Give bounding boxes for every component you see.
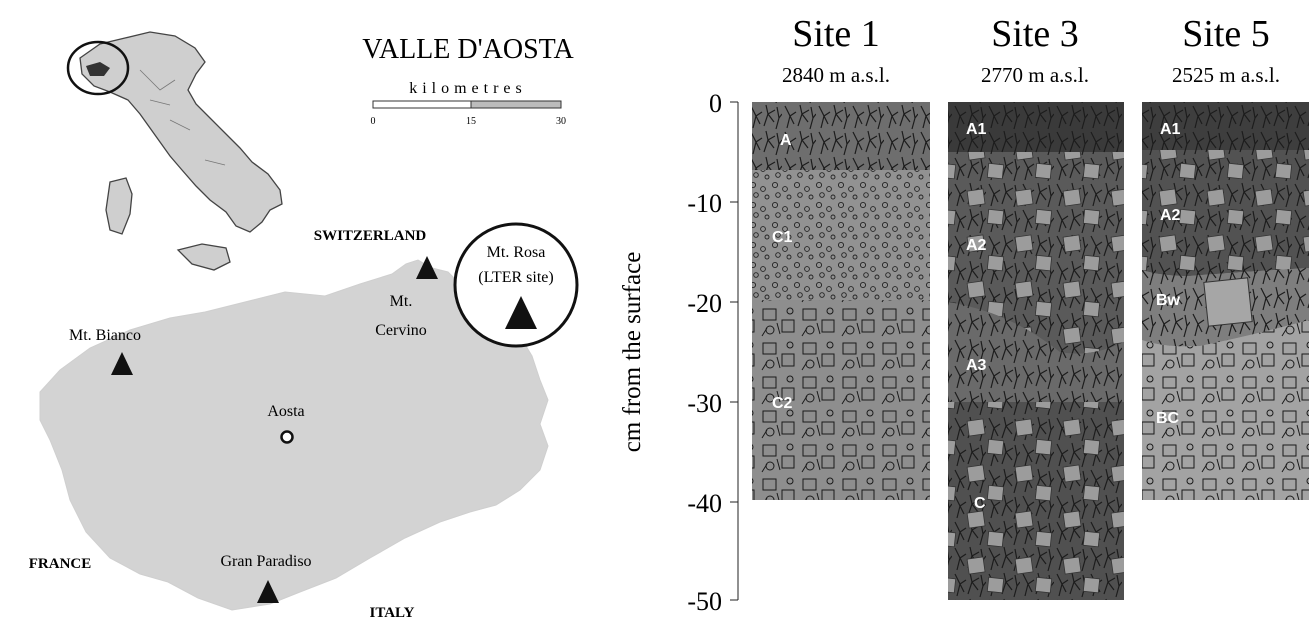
label-aosta: Aosta [267, 403, 304, 420]
label-italy: ITALY [369, 605, 414, 621]
sicily-outline [176, 243, 231, 271]
y-tick-0: 0 [709, 89, 722, 118]
site-3-label-a3: A3 [966, 357, 987, 374]
site-1-title: Site 1 [792, 13, 880, 55]
site-3-title: Site 3 [991, 13, 1079, 55]
y-tick-minus-20: -20 [687, 289, 722, 318]
site-1-label-c2: C2 [772, 395, 793, 412]
mountain-rosa-icon [505, 296, 537, 329]
valle-daosta-region [39, 259, 549, 611]
soil-profiles-panel: cm from the surface 0 -10 -20 -30 -40 -5… [619, 13, 1309, 616]
y-axis-label: cm from the surface [619, 252, 646, 453]
map-title: VALLE D'AOSTA [362, 34, 574, 65]
site-1-label-c1: C1 [772, 229, 793, 246]
site-3-label-a2: A2 [966, 237, 987, 254]
map-panel: VALLE D'AOSTA kilometres 0 15 30 SWITZER… [29, 31, 579, 621]
site-5-label-a1: A1 [1160, 121, 1181, 138]
site-3-label-a1: A1 [966, 121, 987, 138]
valle-daosta-marker [86, 62, 110, 76]
label-mt-bianco: Mt. Bianco [69, 327, 141, 344]
site-5-profile: Site 5 2525 m a.s.l. A1 A2 Bw BC [1142, 13, 1309, 500]
site-5-label-a2: A2 [1160, 207, 1181, 224]
label-mt-rosa-line1: Mt. Rosa [487, 244, 546, 261]
label-mt-cervino-line2: Cervino [375, 322, 427, 339]
site-1-elevation: 2840 m a.s.l. [782, 63, 890, 87]
site-5-label-bc: BC [1156, 410, 1180, 427]
site-5-label-bw: Bw [1156, 292, 1181, 309]
y-tick-minus-50: -50 [687, 587, 722, 616]
site-1-profile: Site 1 2840 m a.s.l. A C1 C2 [752, 13, 930, 500]
label-france: FRANCE [29, 556, 92, 572]
lter-site-circle [453, 222, 579, 348]
city-aosta-icon [280, 430, 294, 444]
scale-tick-30: 30 [556, 116, 566, 127]
italy-outline [79, 31, 283, 233]
label-switzerland: SWITZERLAND [314, 228, 427, 244]
scale-tick-15: 15 [466, 116, 476, 127]
y-axis-ticks [730, 101, 738, 601]
y-tick-minus-10: -10 [687, 189, 722, 218]
mountain-paradiso-icon [257, 580, 279, 603]
site-5-elevation: 2525 m a.s.l. [1172, 63, 1280, 87]
mountain-bianco-icon [111, 352, 133, 375]
scale-tick-0: 0 [371, 116, 376, 127]
sardinia-outline [105, 177, 133, 235]
y-tick-minus-30: -30 [687, 389, 722, 418]
site-3-label-c: C [974, 495, 986, 512]
italy-inset-map [66, 31, 283, 271]
site-5-title: Site 5 [1182, 13, 1270, 55]
site-3-profile: Site 3 2770 m a.s.l. A1 A2 A3 C [948, 13, 1124, 600]
label-mt-cervino-line1: Mt. [390, 293, 413, 310]
scale-unit-label: kilometres [409, 80, 527, 97]
scale-bar: kilometres 0 15 30 [371, 80, 567, 127]
site-3-elevation: 2770 m a.s.l. [981, 63, 1089, 87]
mountain-cervino-icon [416, 256, 438, 279]
site-1-label-a: A [780, 132, 792, 149]
y-tick-minus-40: -40 [687, 489, 722, 518]
region-highlight-circle [66, 40, 130, 96]
label-gran-paradiso: Gran Paradiso [220, 553, 311, 570]
label-mt-rosa-line2: (LTER site) [478, 269, 553, 286]
